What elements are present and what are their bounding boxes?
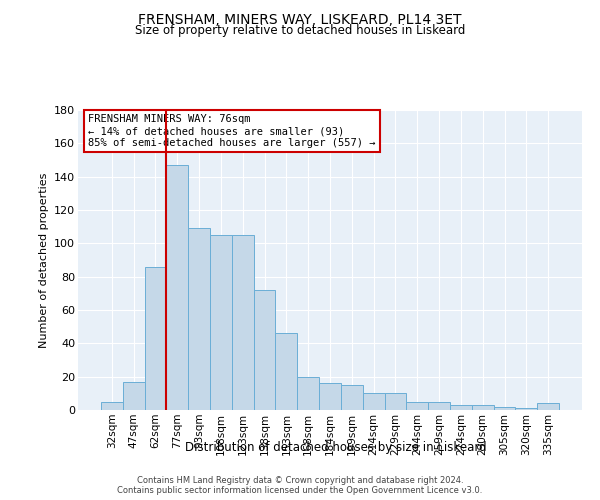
- Bar: [472, 405, 494, 410]
- Bar: [406, 402, 428, 410]
- Bar: [450, 405, 472, 410]
- Text: Size of property relative to detached houses in Liskeard: Size of property relative to detached ho…: [135, 24, 465, 37]
- Bar: [428, 402, 450, 410]
- Bar: [297, 376, 319, 410]
- Text: Contains HM Land Registry data © Crown copyright and database right 2024.
Contai: Contains HM Land Registry data © Crown c…: [118, 476, 482, 495]
- Bar: [166, 165, 188, 410]
- Bar: [232, 235, 254, 410]
- Text: FRENSHAM MINERS WAY: 76sqm
← 14% of detached houses are smaller (93)
85% of semi: FRENSHAM MINERS WAY: 76sqm ← 14% of deta…: [88, 114, 376, 148]
- Bar: [254, 290, 275, 410]
- Bar: [341, 385, 363, 410]
- Bar: [319, 384, 341, 410]
- Y-axis label: Number of detached properties: Number of detached properties: [38, 172, 49, 348]
- Bar: [188, 228, 210, 410]
- Text: Distribution of detached houses by size in Liskeard: Distribution of detached houses by size …: [185, 441, 487, 454]
- Bar: [123, 382, 145, 410]
- Bar: [275, 334, 297, 410]
- Bar: [145, 266, 166, 410]
- Bar: [363, 394, 385, 410]
- Bar: [101, 402, 123, 410]
- Bar: [210, 235, 232, 410]
- Bar: [515, 408, 537, 410]
- Bar: [385, 394, 406, 410]
- Bar: [537, 404, 559, 410]
- Bar: [494, 406, 515, 410]
- Text: FRENSHAM, MINERS WAY, LISKEARD, PL14 3ET: FRENSHAM, MINERS WAY, LISKEARD, PL14 3ET: [138, 12, 462, 26]
